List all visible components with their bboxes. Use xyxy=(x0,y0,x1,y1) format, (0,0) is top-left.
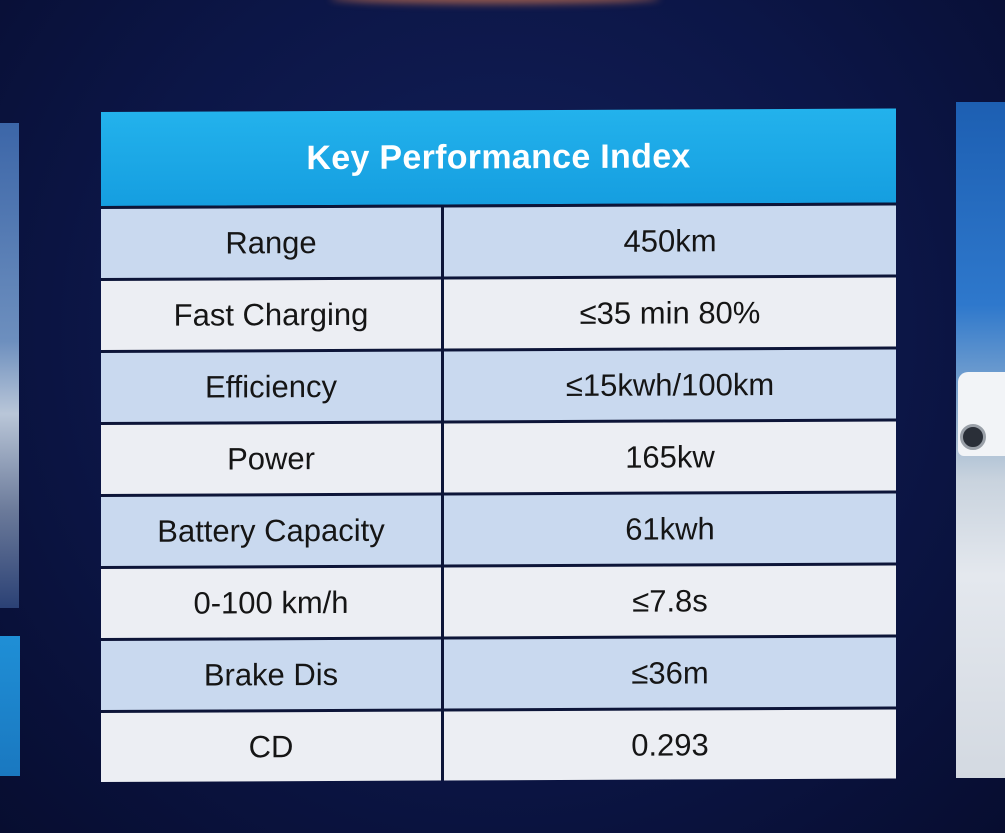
table-row: Brake Dis ≤36m xyxy=(101,637,896,710)
table-row: Battery Capacity 61kwh xyxy=(101,493,896,566)
row-value: ≤15kwh/100km xyxy=(444,349,896,421)
table-row: Efficiency ≤15kwh/100km xyxy=(101,349,896,422)
row-value: ≤35 min 80% xyxy=(444,277,896,349)
row-value: 165kw xyxy=(444,421,896,493)
row-label: Fast Charging xyxy=(101,279,441,350)
row-label: Brake Dis xyxy=(101,639,441,710)
row-value: 450km xyxy=(444,205,896,277)
right-slide-photo xyxy=(956,102,1005,778)
table-row: Fast Charging ≤35 min 80% xyxy=(101,277,896,350)
row-value: ≤7.8s xyxy=(444,565,896,637)
top-glow-decoration xyxy=(330,0,660,4)
row-label: Efficiency xyxy=(101,351,441,422)
row-label: 0-100 km/h xyxy=(101,567,441,638)
row-label: CD xyxy=(101,711,441,782)
row-value: 61kwh xyxy=(444,493,896,565)
row-label: Battery Capacity xyxy=(101,495,441,566)
row-label: Range xyxy=(101,207,441,278)
kpi-table-title: Key Performance Index xyxy=(306,136,691,177)
row-value: 0.293 xyxy=(444,709,896,781)
left-slide-accent xyxy=(0,636,20,776)
kpi-table-panel: Key Performance Index Range 450km Fast C… xyxy=(101,108,896,783)
left-slide-photo xyxy=(0,123,19,608)
row-label: Power xyxy=(101,423,441,494)
table-row: CD 0.293 xyxy=(101,709,896,782)
row-value: ≤36m xyxy=(444,637,896,709)
kpi-table: Range 450km Fast Charging ≤35 min 80% Ef… xyxy=(101,202,896,783)
car-wheel-image xyxy=(960,424,986,450)
table-row: Power 165kw xyxy=(101,421,896,494)
kpi-table-header: Key Performance Index xyxy=(101,108,896,206)
table-row: Range 450km xyxy=(101,205,896,278)
table-row: 0-100 km/h ≤7.8s xyxy=(101,565,896,638)
